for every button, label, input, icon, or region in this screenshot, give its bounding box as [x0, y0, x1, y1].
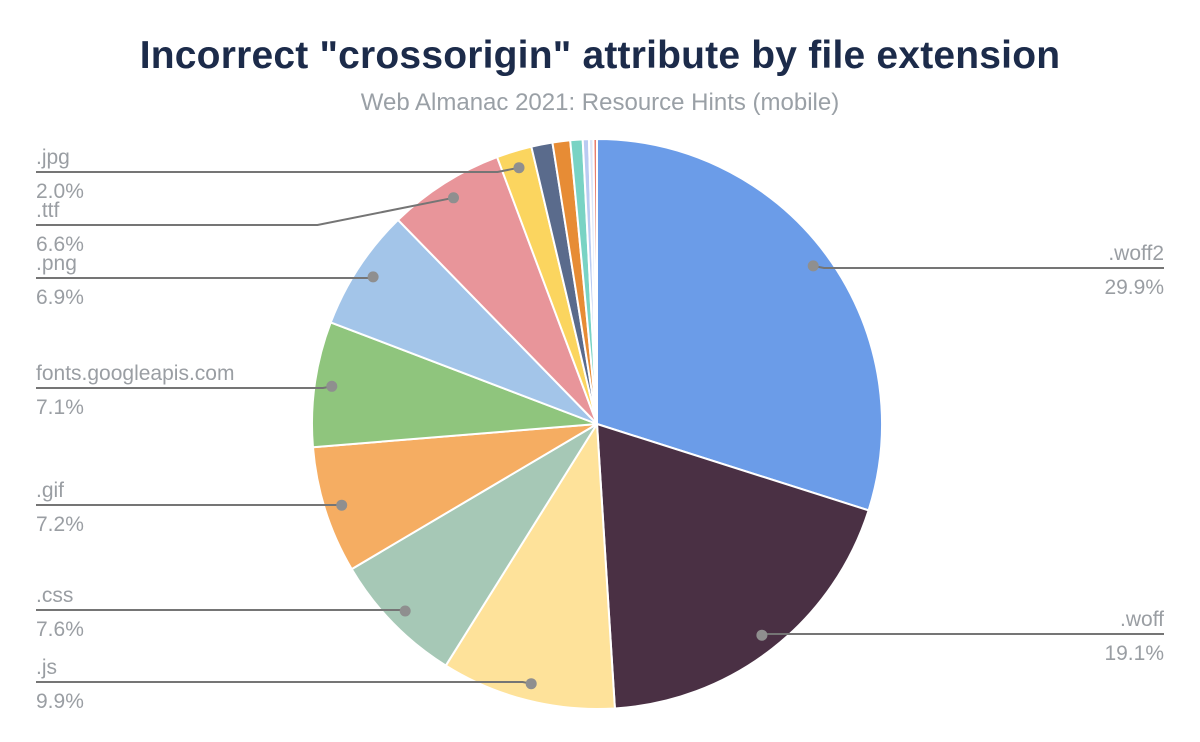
pie-slice-other-14[interactable] [592, 137, 598, 425]
pie-slice-css[interactable] [350, 423, 598, 667]
slice-label-jpg: .jpg 2.0% [36, 145, 84, 204]
slice-name: .jpg [36, 146, 70, 169]
chart-title: Incorrect "crossorigin" attribute by fil… [139, 34, 1061, 77]
pie-slice-fonts-googleapis-com[interactable] [311, 321, 598, 449]
leader-dot-ttf [448, 192, 459, 204]
slice-percent: 9.9% [36, 690, 84, 713]
pie-slice-woff2[interactable] [596, 138, 883, 512]
slice-label-woff: .woff 19.1% [1104, 607, 1164, 666]
leader-dot-woff2 [807, 260, 819, 272]
slice-label-gif: .gif 7.2% [36, 478, 84, 537]
chart-subtitle: Web Almanac 2021: Resource Hints (mobile… [360, 89, 840, 116]
leader-dot-fonts-googleapis-com [326, 380, 338, 392]
leader-line-ttf [36, 196, 454, 226]
pie-slice-png[interactable] [329, 218, 598, 425]
slice-percent: 29.9% [1104, 276, 1164, 299]
slice-name: .woff2 [1108, 242, 1164, 265]
slice-label-woff2: .woff2 29.9% [1104, 241, 1164, 300]
leader-line-js [36, 681, 532, 685]
pie-slice-ttf[interactable] [397, 156, 598, 425]
slice-percent: 7.1% [36, 396, 84, 419]
pie-slice-gif[interactable] [311, 423, 598, 571]
slice-percent: 7.2% [36, 513, 84, 536]
leader-dot-js [525, 678, 537, 690]
slice-percent: 2.0% [36, 180, 84, 203]
leader-dot-gif [336, 499, 348, 511]
leader-dot-css [399, 605, 411, 617]
slice-label-fonts-googleapis-com: fonts.googleapis.com 7.1% [36, 361, 234, 420]
slice-label-png: .png 6.9% [36, 251, 84, 310]
slice-name: .woff [1120, 608, 1164, 631]
leader-dot-woff [756, 629, 768, 641]
slice-percent: 6.9% [36, 286, 84, 309]
leader-dot-png [367, 271, 379, 283]
slice-label-js: .js 9.9% [36, 655, 84, 714]
slice-name: .ttf [36, 199, 60, 222]
slice-label-ttf: .ttf 6.6% [36, 198, 84, 257]
slice-label-css: .css 7.6% [36, 583, 84, 642]
pie-slice-js[interactable] [444, 423, 616, 710]
slice-percent: 7.6% [36, 618, 84, 641]
slice-percent: 6.6% [36, 233, 84, 256]
slice-name: .png [36, 252, 77, 275]
leader-line-png [36, 275, 374, 279]
slice-name: .gif [36, 479, 65, 502]
slice-percent: 19.1% [1104, 642, 1164, 665]
leader-line-jpg [36, 166, 520, 173]
leader-line-css [36, 609, 406, 612]
slice-name: .js [36, 656, 57, 679]
leader-dot-jpg [513, 162, 525, 174]
slice-name: .css [36, 584, 74, 607]
pie-slice-woff[interactable] [596, 423, 870, 710]
slice-name: fonts.googleapis.com [36, 362, 235, 385]
